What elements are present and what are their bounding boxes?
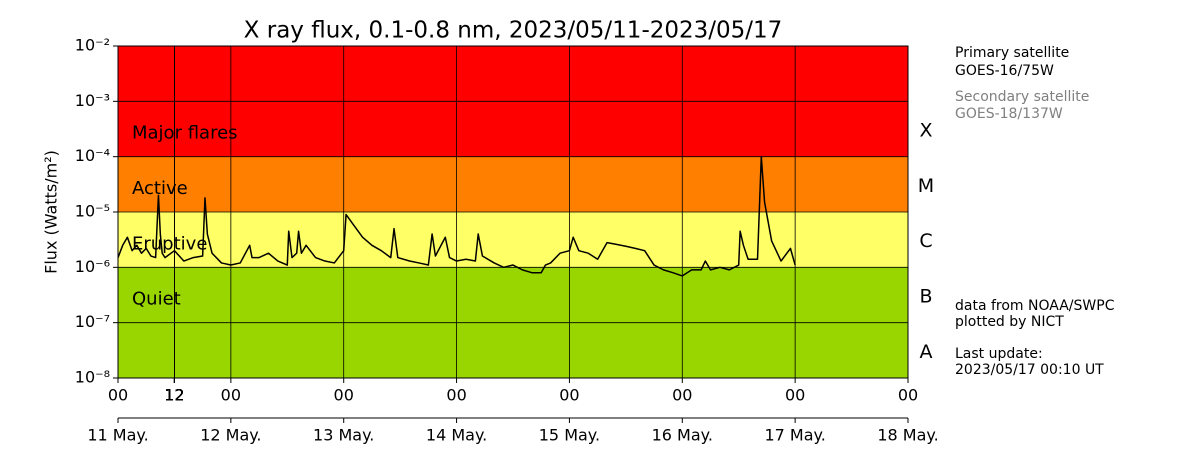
y-tick-label: 10⁻⁸ — [75, 368, 110, 387]
x-tick-label: 00 — [672, 386, 692, 405]
y-tick-label: 10⁻² — [75, 36, 110, 55]
annotation: plotted by NICT — [955, 314, 1064, 330]
date-label: 14 May. — [426, 426, 487, 445]
date-label: 16 May. — [652, 426, 713, 445]
annotation: GOES-18/137W — [955, 106, 1063, 122]
flux-band — [118, 156, 908, 212]
x-tick-label: 00 — [559, 386, 579, 405]
x-tick-label: 00 — [334, 386, 354, 405]
class-label: A — [920, 341, 933, 363]
x-tick-label: 00 — [898, 386, 918, 405]
y-tick-label: 10⁻⁷ — [75, 312, 110, 331]
annotation: data from NOAA/SWPC — [955, 298, 1115, 314]
annotation: Primary satellite — [955, 45, 1069, 61]
x-tick-label: 12 — [164, 386, 184, 405]
annotation: GOES-16/75W — [955, 63, 1054, 79]
flux-band — [118, 212, 908, 268]
date-label: 13 May. — [313, 426, 374, 445]
band-label: Active — [132, 178, 188, 199]
y-tick-label: 10⁻⁵ — [75, 202, 110, 221]
y-tick-label: 10⁻⁴ — [75, 146, 110, 165]
flux-line — [117, 155, 796, 277]
date-label: 11 May. — [87, 426, 148, 445]
x-tick-label: 12 — [164, 386, 184, 405]
annotation: Last update: — [955, 346, 1043, 362]
class-label: C — [919, 230, 932, 252]
date-label: 17 May. — [764, 426, 825, 445]
x-tick-label: 12 — [164, 386, 184, 405]
x-tick-label: 00 — [221, 386, 241, 405]
x-tick-label: 12 — [164, 386, 184, 405]
date-label: 15 May. — [539, 426, 600, 445]
band-label: Eruptive — [132, 233, 207, 254]
y-tick-label: 10⁻⁶ — [75, 257, 110, 276]
x-tick-label: 12 — [164, 386, 184, 405]
plot-frame — [117, 45, 909, 379]
class-label: B — [919, 286, 932, 308]
class-label: M — [918, 175, 934, 197]
x-tick-label: 00 — [108, 386, 128, 405]
y-axis-label: Flux (Watts/m²) — [42, 150, 61, 274]
x-tick-label: 12 — [164, 386, 184, 405]
x-tick-label: 12 — [164, 386, 184, 405]
annotation: Secondary satellite — [955, 89, 1089, 105]
date-label: 18 May. — [877, 426, 938, 445]
annotation: 2023/05/17 00:10 UT — [955, 362, 1104, 378]
date-label: 12 May. — [200, 426, 261, 445]
x-tick-label: 00 — [446, 386, 466, 405]
band-label: Quiet — [132, 289, 181, 310]
y-tick-label: 10⁻³ — [75, 91, 110, 110]
chart-title: X ray flux, 0.1-0.8 nm, 2023/05/11-2023/… — [244, 18, 783, 44]
band-label: Major flares — [132, 123, 238, 144]
class-label: X — [919, 120, 932, 142]
x-tick-label: 00 — [785, 386, 805, 405]
